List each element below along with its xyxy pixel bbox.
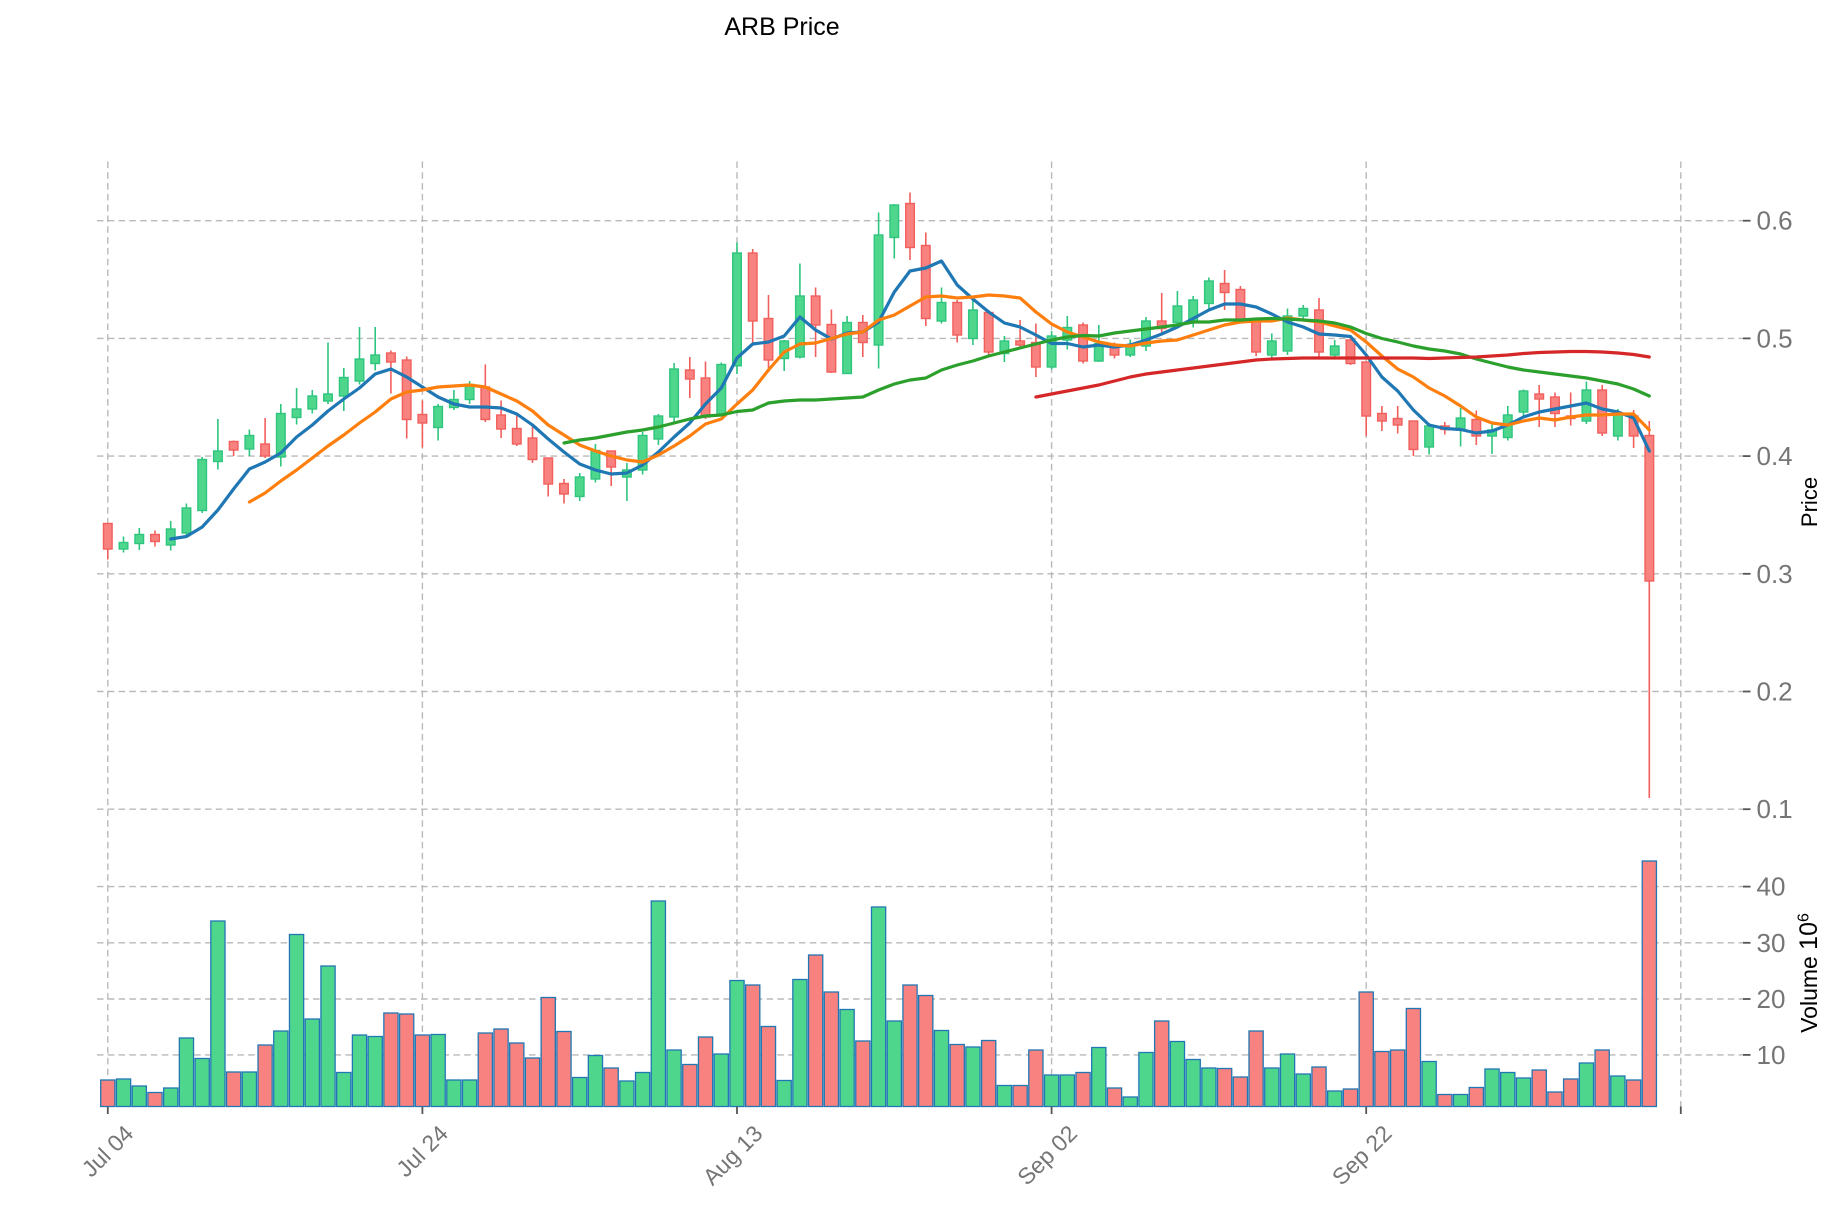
svg-text:0.2: 0.2 [1757, 677, 1793, 707]
svg-text:30: 30 [1757, 928, 1786, 958]
svg-text:Volume 106: Volume 106 [1795, 913, 1823, 1033]
svg-text:Price: Price [1797, 477, 1822, 527]
svg-text:0.5: 0.5 [1757, 323, 1793, 353]
svg-text:0.6: 0.6 [1757, 206, 1793, 236]
svg-text:10: 10 [1757, 1040, 1786, 1070]
svg-text:0.4: 0.4 [1757, 441, 1793, 471]
svg-text:0.3: 0.3 [1757, 559, 1793, 589]
svg-text:20: 20 [1757, 984, 1786, 1014]
svg-text:40: 40 [1757, 872, 1786, 902]
svg-text:ARB Price: ARB Price [724, 13, 839, 41]
svg-text:0.1: 0.1 [1757, 794, 1793, 824]
